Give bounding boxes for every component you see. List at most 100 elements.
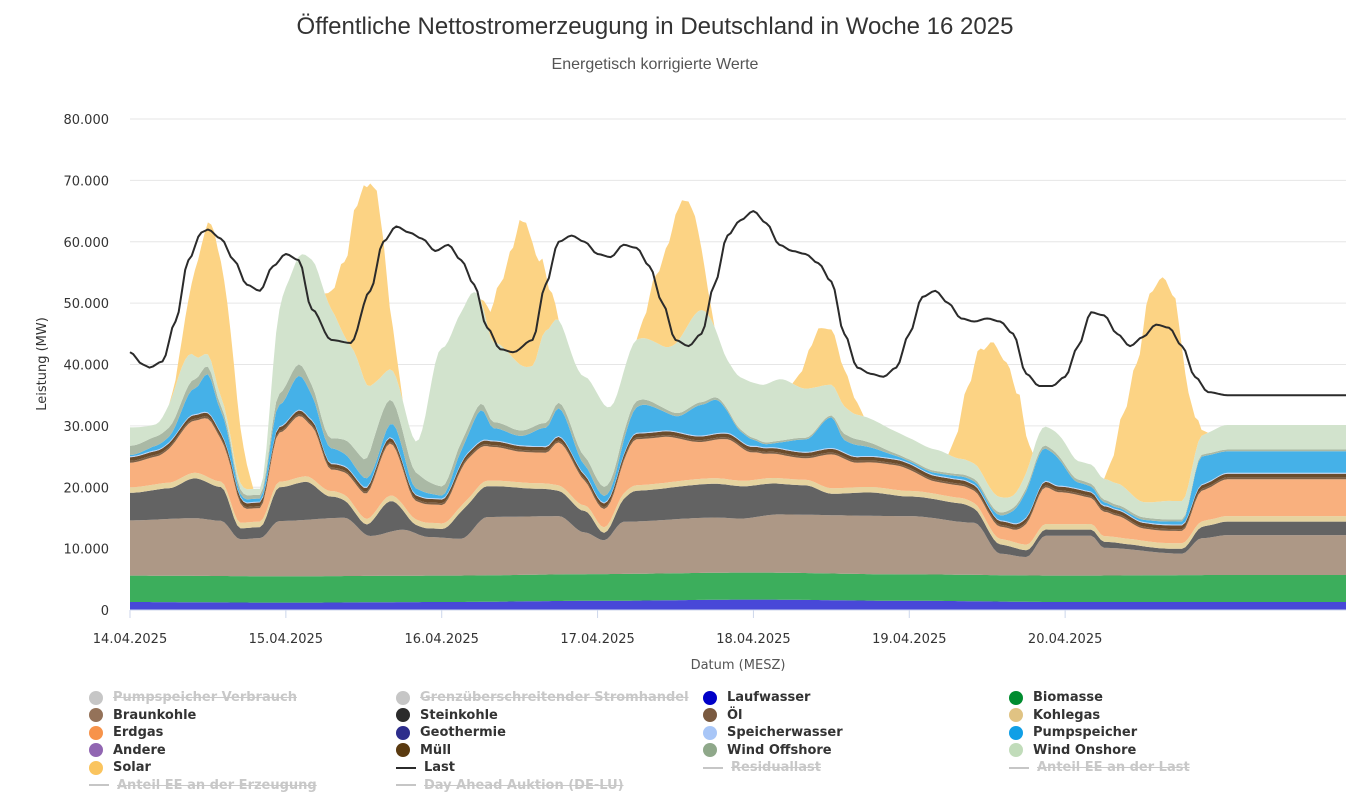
legend-dot-icon [1009,725,1023,740]
legend-item-day-ahead-auktion-de-lu-[interactable]: Day Ahead Auktion (DE-LU) [396,777,624,794]
x-tick-label: 14.04.2025 [93,632,167,647]
area-solar [130,183,1346,503]
legend-dot-icon [89,708,103,722]
legend-item-anteil-ee-an-der-last[interactable]: Anteil EE an der Last [1009,759,1190,776]
legend-dot-icon [396,690,410,705]
x-tick-label: 16.04.2025 [404,632,478,647]
area-kohlegas [130,472,1346,551]
legend-item-grenzüberschreitender-stromhandel[interactable]: Grenzüberschreitender Stromhandel [396,689,689,706]
x-tick-label: 18.04.2025 [716,632,790,647]
last-line [129,210,1346,397]
y-tick-label: 20.000 [64,481,110,496]
legend-item-braunkohle[interactable]: Braunkohle [89,707,196,724]
y-axis-label: Leistung (MW) [35,317,50,411]
legend-dot-icon [1009,708,1023,722]
legend-line-icon [396,784,416,786]
x-tick-label: 20.04.2025 [1028,632,1102,647]
legend-label: Solar [113,760,151,775]
y-axis-ticks: 0 10.000 20.000 30.000 40.000 50.000 60.000 70.… [64,113,110,619]
legend-dot-icon [703,743,717,757]
legend-line-icon [703,766,723,769]
area-müll [130,410,1346,530]
legend-dot-icon [703,690,717,705]
stacked-areas [130,183,1346,610]
area-wind-offshore [130,364,1346,522]
legend-label: Geothermie [420,725,506,740]
y-tick-label: 70.000 [64,174,110,189]
area-wind-onshore [130,254,1346,520]
legend-item-geothermie[interactable]: Geothermie [396,724,506,741]
legend-label: Anteil EE an der Erzeugung [117,777,317,793]
legend-label: Erdgas [113,725,164,740]
legend-item-müll[interactable]: Müll [396,742,451,759]
legend-item-residuallast[interactable]: Residuallast [703,759,821,776]
legend-item-wind-offshore[interactable]: Wind Offshore [703,742,832,759]
legend-label: Andere [113,742,166,758]
legend-dot-icon [703,708,717,722]
x-tick-label: 19.04.2025 [872,632,946,647]
legend-label: Braunkohle [113,707,197,723]
area-laufwasser [130,599,1346,610]
y-tick-label: 0 [101,604,109,619]
legend-dot-icon [396,743,410,757]
legend-item-andere[interactable]: Andere [89,742,166,759]
legend-item-biomasse[interactable]: Biomasse [1009,689,1103,706]
legend-dot-icon [89,690,103,705]
legend-item-anteil-ee-an-der-erzeugung[interactable]: Anteil EE an der Erzeugung [89,777,317,794]
legend-line-icon [1009,766,1029,769]
legend-label: Anteil EE an der Last [1037,760,1190,775]
legend-item-last[interactable]: Last [396,759,455,776]
legend-label: Residuallast [731,760,821,775]
area-braunkohle [130,514,1346,577]
legend-label: Wind Onshore [1033,742,1137,758]
chart-title: Öffentliche Nettostromerzeugung in Deuts… [297,13,1014,40]
y-tick-label: 40.000 [64,359,110,374]
y-tick-label: 50.000 [64,297,110,312]
area-steinkohle [130,478,1346,557]
legend-line-icon [89,784,109,786]
x-axis-label: Datum (MESZ) [691,658,786,673]
legend-item-wind-onshore[interactable]: Wind Onshore [1009,742,1136,759]
legend-label: Biomasse [1033,690,1103,705]
legend-dot-icon [89,725,103,740]
legend-label: Kohlegas [1033,707,1101,723]
legend-item-pumpspeicher[interactable]: Pumpspeicher [1009,724,1137,741]
area-biomasse [130,572,1346,603]
legend-label: Grenzüberschreitender Stromhandel [420,690,689,705]
legend-dot-icon [1009,690,1023,705]
legend-item-steinkohle[interactable]: Steinkohle [396,707,498,724]
chart-area: Öffentliche Nettostromerzeugung in Deuts… [35,13,1346,673]
legend-dot-icon [396,725,410,740]
legend-label: Steinkohle [420,707,498,723]
legend-label: Müll [420,742,452,758]
x-tick-label: 15.04.2025 [249,632,323,647]
legend-item-solar[interactable]: Solar [89,759,151,776]
y-tick-label: 30.000 [64,420,110,435]
legend-dot-icon [1009,743,1023,757]
legend-item-öl[interactable]: Öl [703,707,743,724]
legend-label: Öl [727,707,743,723]
legend-item-laufwasser[interactable]: Laufwasser [703,689,810,706]
area-erdgas [130,416,1346,545]
y-tick-label: 60.000 [64,236,110,251]
legend-dot-icon [703,725,717,740]
y-tick-label: 10.000 [64,543,110,558]
legend-line-icon [396,766,416,769]
legend-label: Pumpspeicher Verbrauch [113,690,297,705]
legend-item-erdgas[interactable]: Erdgas [89,724,163,741]
x-axis-ticks: 14.04.2025 15.04.2025 16.04.2025 17.04.2025… [93,610,1102,647]
legend-dot-icon [396,708,410,722]
legend-label: Last [424,760,456,775]
legend-item-pumpspeicher-verbrauch[interactable]: Pumpspeicher Verbrauch [89,689,297,706]
legend-item-kohlegas[interactable]: Kohlegas [1009,707,1100,724]
legend-label: Wind Offshore [727,742,832,758]
chart-subtitle: Energetisch korrigierte Werte [552,56,759,73]
legend-dot-icon [89,760,103,775]
y-tick-label: 80.000 [64,113,110,128]
legend-label: Speicherwasser [727,725,843,740]
legend: Pumpspeicher Verbrauch Grenzüberschreiten… [0,687,1372,797]
legend-label: Day Ahead Auktion (DE-LU) [424,777,624,793]
legend-dot-icon [89,743,103,757]
legend-label: Pumpspeicher [1033,725,1138,740]
legend-item-speicherwasser[interactable]: Speicherwasser [703,724,843,741]
